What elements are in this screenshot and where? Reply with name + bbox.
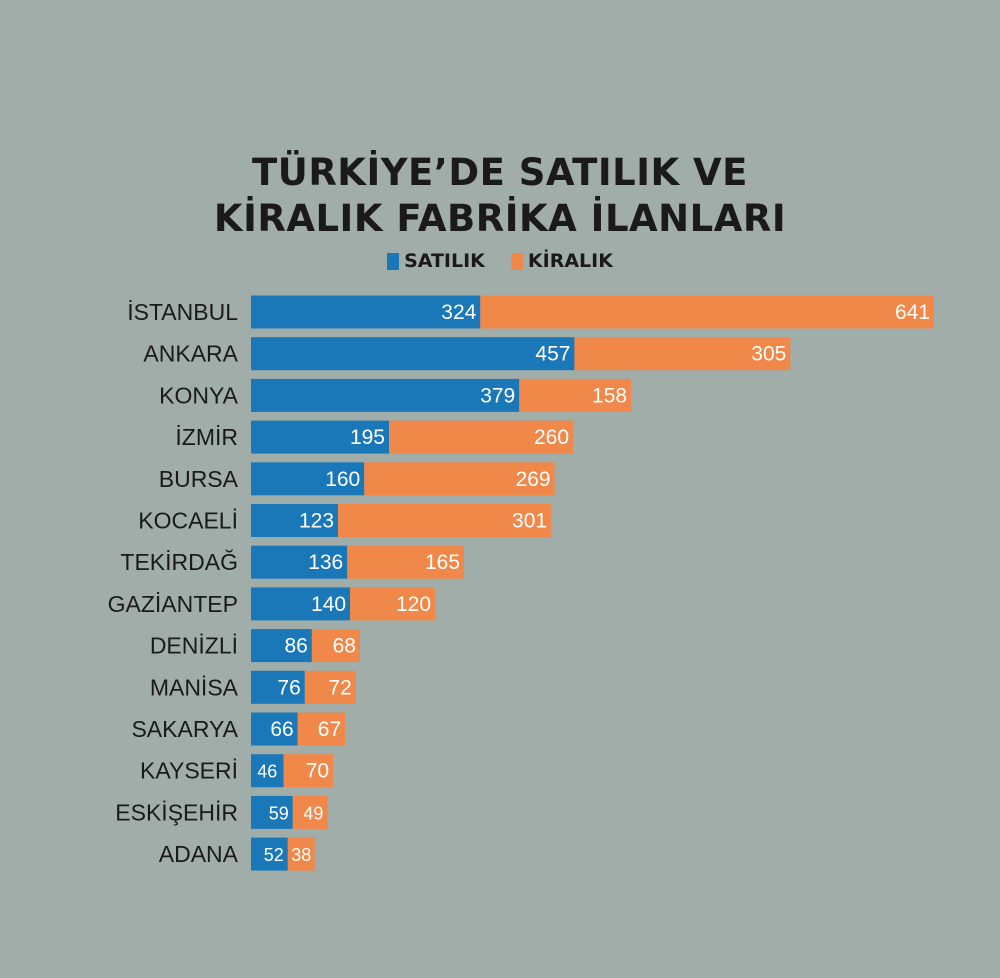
data-label-kiralik: 260 [534, 426, 569, 449]
data-label-satilik: 123 [299, 510, 334, 533]
data-label-kiralik: 269 [516, 468, 551, 491]
bar-kiralik [283, 754, 334, 788]
data-label-satilik: 76 [277, 676, 300, 699]
data-label-kiralik: 120 [396, 593, 431, 616]
data-label-satilik: 324 [441, 301, 476, 324]
data-label-satilik: 86 [285, 635, 308, 658]
data-label-satilik: 140 [311, 593, 346, 616]
bar-satilik [251, 795, 293, 829]
data-label-kiralik: 49 [303, 803, 323, 823]
bar-kiralik [297, 712, 346, 746]
category-label: GAZİANTEP [108, 591, 238, 617]
bar-satilik [251, 420, 390, 454]
category-label: SAKARYA [131, 716, 238, 742]
data-label-kiralik: 38 [291, 845, 311, 865]
data-label-satilik: 379 [480, 384, 515, 407]
category-label: KAYSERİ [140, 758, 238, 784]
data-label-kiralik: 67 [318, 718, 341, 741]
legend-item-satilik: SATILIK [387, 250, 485, 272]
bar-kiralik [574, 337, 791, 371]
legend-swatch-kiralik [510, 252, 523, 270]
chart-title-line-2: KİRALIK FABRİKA İLANLARI [213, 197, 787, 240]
data-label-satilik: 46 [257, 762, 277, 782]
bar-kiralik [389, 420, 574, 454]
bar-satilik [251, 712, 298, 746]
data-label-kiralik: 70 [306, 760, 329, 783]
category-label: İSTANBUL [127, 299, 238, 325]
bar-satilik [251, 837, 288, 871]
data-label-kiralik: 72 [328, 676, 351, 699]
category-label: KONYA [159, 382, 238, 408]
bar-kiralik [304, 670, 356, 704]
data-label-satilik: 136 [308, 551, 343, 574]
bar-kiralik [364, 462, 555, 496]
data-label-satilik: 457 [535, 343, 570, 366]
data-label-satilik: 160 [325, 468, 360, 491]
bar-satilik [251, 295, 481, 329]
category-label: BURSA [159, 466, 239, 492]
bar-satilik [251, 670, 305, 704]
bar-satilik [251, 504, 339, 537]
bar-kiralik [311, 629, 360, 663]
data-label-kiralik: 68 [333, 635, 356, 658]
category-label: İZMİR [175, 424, 238, 450]
bar-kiralik [338, 504, 552, 537]
data-label-kiralik: 301 [512, 510, 547, 533]
category-label: ANKARA [143, 341, 238, 367]
chart-title: TÜRKİYE’DE SATILIK VE KİRALIK FABRİKA İL… [0, 150, 1000, 242]
bar-kiralik [347, 545, 465, 579]
bar-satilik [251, 462, 365, 496]
category-label: DENİZLİ [150, 633, 238, 659]
data-label-satilik: 195 [350, 426, 385, 449]
category-label: ADANA [159, 841, 239, 867]
bar-satilik [251, 754, 284, 788]
bar-satilik [251, 545, 348, 579]
data-label-satilik: 59 [269, 803, 289, 823]
bar-kiralik [287, 837, 315, 871]
data-label-satilik: 52 [264, 845, 284, 865]
bar-kiralik [480, 295, 934, 329]
chart-legend: SATILIK KİRALIK [0, 250, 1000, 272]
data-label-kiralik: 641 [895, 301, 930, 324]
category-label: TEKİRDAĞ [120, 549, 238, 575]
data-label-kiralik: 165 [425, 551, 460, 574]
legend-item-kiralik: KİRALIK [510, 250, 613, 272]
data-label-satilik: 66 [270, 718, 293, 741]
category-label: ESKİŞEHİR [115, 799, 238, 825]
category-label: KOCAELİ [138, 508, 238, 534]
data-label-kiralik: 305 [751, 343, 786, 366]
bar-kiralik [350, 587, 436, 621]
bar-satilik [251, 629, 312, 663]
chart-title-line-1: TÜRKİYE’DE SATILIK VE [252, 151, 748, 194]
bar-kiralik [292, 795, 328, 829]
legend-label-satilik: SATILIK [404, 250, 485, 272]
data-label-kiralik: 158 [592, 384, 627, 407]
bar-kiralik [519, 378, 632, 412]
bar-satilik [251, 587, 351, 621]
bar-satilik [251, 337, 575, 371]
legend-swatch-satilik [387, 252, 400, 270]
bar-satilik [251, 378, 520, 412]
legend-label-kiralik: KİRALIK [527, 250, 613, 272]
category-label: MANİSA [150, 674, 239, 700]
